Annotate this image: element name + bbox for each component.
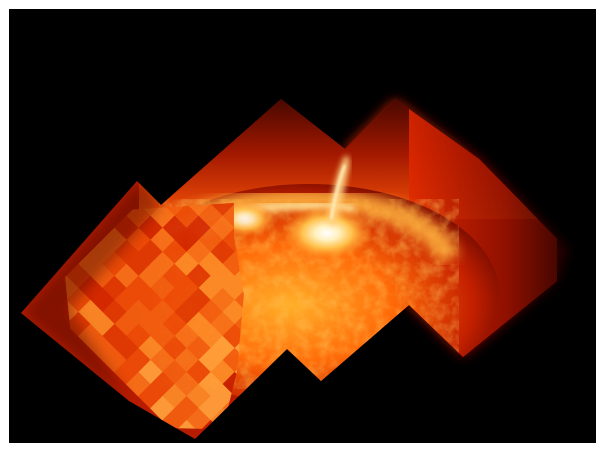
image-viewport <box>9 9 596 443</box>
solar-mosaic-image <box>9 9 596 443</box>
